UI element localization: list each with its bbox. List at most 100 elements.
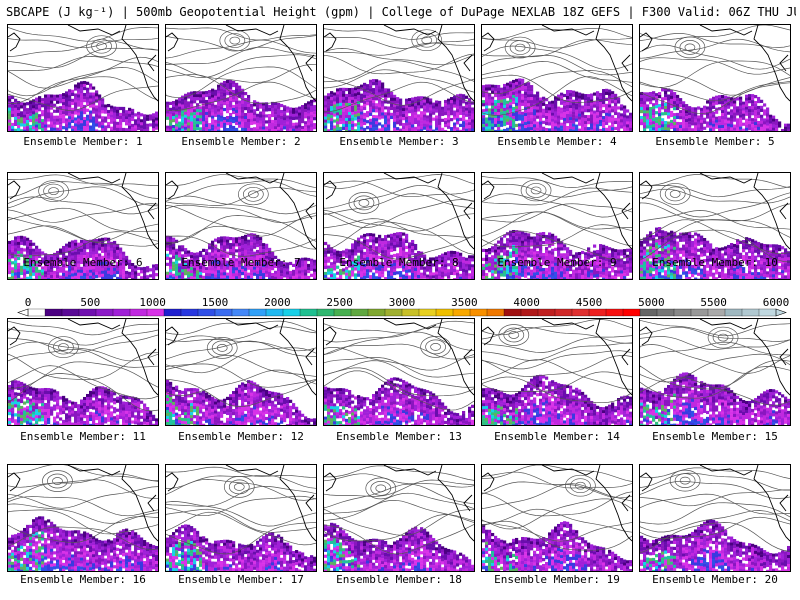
colorbar-swatch: [435, 308, 454, 317]
height-contours: [324, 320, 474, 411]
colorbar-swatch: [78, 308, 97, 317]
colorbar-swatch: [571, 308, 590, 317]
map-plot: [482, 173, 632, 279]
colorbar-swatch: [282, 308, 301, 317]
cape-shading: [166, 233, 316, 279]
ensemble-map-panel: [7, 318, 159, 426]
ensemble-member-label: Ensemble Member: 18: [336, 573, 462, 586]
map-plot: [324, 173, 474, 279]
ensemble-map-panel: [481, 172, 633, 280]
height-contours: [166, 174, 316, 257]
height-contours: [482, 465, 632, 551]
colorbar-swatch: [367, 308, 386, 317]
coastline: [166, 173, 316, 250]
colorbar-swatch: [486, 308, 505, 317]
colorbar-swatch: [707, 308, 726, 317]
colorbar-tick-label: 3000: [389, 296, 416, 309]
ensemble-map-panel: [323, 24, 475, 132]
colorbar-swatch: [741, 308, 760, 317]
coastline: [640, 25, 790, 102]
coastline: [482, 319, 632, 396]
ensemble-member-label: Ensemble Member: 19: [494, 573, 620, 586]
ensemble-member-label: Ensemble Member: 10: [652, 256, 778, 269]
colorbar-tick-label: 0: [25, 296, 32, 309]
height-contours: [166, 27, 316, 112]
ensemble-map-panel: [481, 318, 633, 426]
colorbar-swatch: [384, 308, 403, 317]
cape-shading: [166, 524, 316, 571]
colorbar-swatch: [163, 308, 182, 317]
height-contours: [324, 174, 474, 260]
coastline: [640, 465, 790, 542]
cape-shading: [166, 379, 316, 425]
height-contours: [640, 25, 790, 115]
coastline: [482, 173, 632, 250]
ensemble-member-label: Ensemble Member: 7: [181, 256, 301, 269]
height-contours: [166, 320, 316, 407]
ensemble-map-panel: [323, 318, 475, 426]
colorbar-swatch: [469, 308, 488, 317]
ensemble-member-label: Ensemble Member: 5: [655, 135, 775, 148]
cape-shading: [166, 79, 316, 131]
height-contours: [640, 174, 790, 263]
cape-shading: [8, 80, 158, 131]
coastline: [8, 465, 158, 542]
map-plot: [324, 319, 474, 425]
coastline: [482, 25, 632, 102]
ensemble-member-label: Ensemble Member: 20: [652, 573, 778, 586]
colorbar-tick-label: 1000: [139, 296, 166, 309]
colorbar-graphic: 0 500 1000 1500 2000 2500 3000 3500 4000 4500 5000…: [17, 296, 789, 317]
colorbar-swatch: [588, 308, 607, 317]
height-contours: [640, 467, 790, 554]
map-plot: [8, 465, 158, 571]
coastline: [482, 465, 632, 542]
colorbar-swatch: [673, 308, 692, 317]
cape-shading: [8, 516, 158, 571]
colorbar-swatch: [112, 308, 131, 317]
colorbar-swatch: [503, 308, 522, 317]
colorbar-tick-label: 4500: [576, 296, 603, 309]
ensemble-member-label: Ensemble Member: 13: [336, 430, 462, 443]
ensemble-member-label: Ensemble Member: 1: [23, 135, 143, 148]
map-plot: [482, 25, 632, 131]
height-contours: [324, 465, 474, 555]
ensemble-member-label: Ensemble Member: 9: [497, 256, 617, 269]
ensemble-member-label: Ensemble Member: 8: [339, 256, 459, 269]
ensemble-map-panel: [165, 172, 317, 280]
colorbar-swatch: [537, 308, 556, 317]
colorbar-swatch: [44, 308, 63, 317]
cape-shading: [8, 235, 158, 279]
coastline: [8, 25, 158, 102]
ensemble-map-panel: [639, 24, 791, 132]
colorbar-swatch: [146, 308, 165, 317]
colorbar-swatch: [299, 308, 318, 317]
ensemble-map-panel: [481, 464, 633, 572]
ensemble-map-panel: [639, 464, 791, 572]
colorbar-swatch: [27, 308, 46, 317]
colorbar-swatch: [690, 308, 709, 317]
colorbar-left-arrow: [17, 308, 29, 317]
colorbar-tick-label: 2000: [264, 296, 291, 309]
ensemble-map-panel: [639, 172, 791, 280]
map-plot: [166, 319, 316, 425]
colorbar-swatch: [350, 308, 369, 317]
coastline: [166, 319, 316, 396]
height-contours: [8, 174, 158, 257]
colorbar-swatch: [248, 308, 267, 317]
cape-shading: [324, 377, 474, 425]
height-contours: [324, 28, 474, 113]
cape-shading: [8, 380, 158, 425]
coastline: [324, 173, 474, 250]
cape-shading: [482, 78, 632, 131]
ensemble-map-panel: [639, 318, 791, 426]
ensemble-map-panel: [165, 318, 317, 426]
colorbar-swatch: [758, 308, 777, 317]
cape-shading: [640, 87, 790, 131]
ensemble-member-label: Ensemble Member: 2: [181, 135, 301, 148]
colorbar-swatch: [61, 308, 80, 317]
colorbar-swatch: [197, 308, 216, 317]
colorbar-swatch: [622, 308, 641, 317]
ensemble-member-label: Ensemble Member: 6: [23, 256, 143, 269]
ensemble-map-panel: [165, 464, 317, 572]
colorbar-tick-label: 500: [80, 296, 100, 309]
